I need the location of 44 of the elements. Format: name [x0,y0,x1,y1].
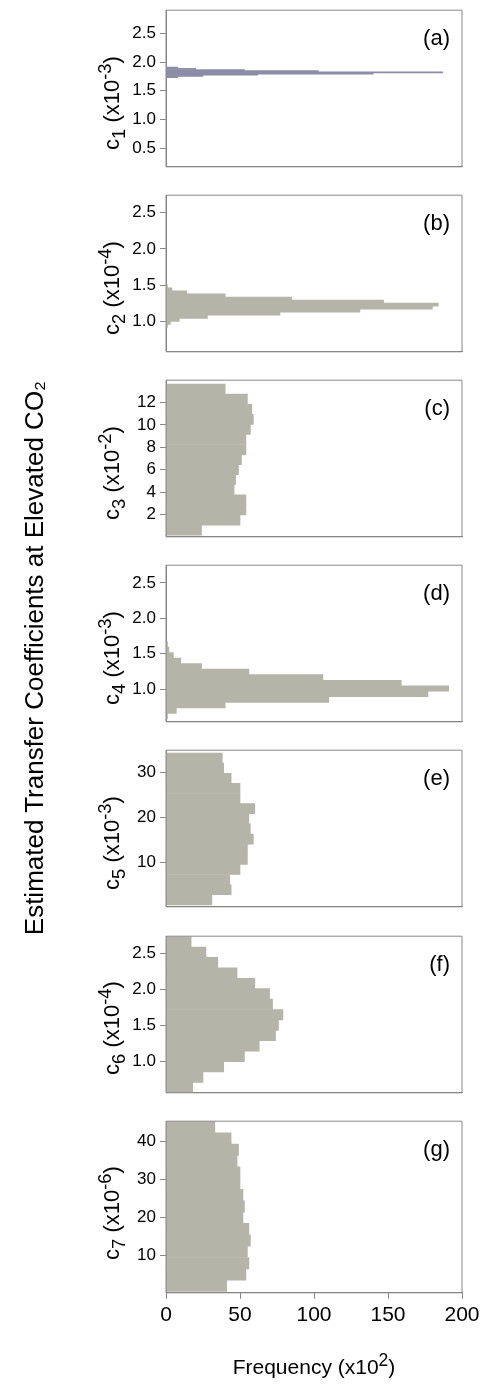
y-tick-label: 1.5 [132,643,156,663]
y-tick-label: 2.0 [132,608,156,628]
y-tick-label: 4 [146,481,156,501]
text: (f) [429,950,450,976]
text: (c) [424,395,450,421]
y-tick-label: 1.5 [132,80,156,100]
y-tick-label: 20 [137,1206,156,1226]
y-tick-label: 1.5 [132,274,156,294]
x-tick-label: 200 [444,1301,480,1325]
y-tick-label: 1.0 [132,310,156,330]
y-tick-label: 1.0 [132,109,156,129]
x-axis-title: Frequency (x10$^{2}$) [232,1350,396,1379]
y-tick-label: 1.0 [132,679,156,699]
y-tick-label: 2.0 [132,978,156,998]
x-tick-label: 50 [228,1301,252,1325]
y-tick-label: 30 [137,1168,156,1188]
y-tick-label: 40 [137,1130,156,1150]
x-tick-label: 100 [296,1301,332,1325]
y-tick-label: 2.5 [132,572,156,592]
y-tick-label: 1.0 [132,1050,156,1070]
x-tick-label: 150 [370,1301,406,1325]
text: (g) [423,1135,450,1161]
y-tick-label: 1.5 [132,1014,156,1034]
y-tick-label: 2.5 [132,22,156,42]
y-tick-label: 6 [146,459,156,479]
text: (e) [423,765,450,791]
y-tick-label: 2.0 [132,238,156,258]
y-tick-label: 2 [146,504,156,524]
y-tick-label: 20 [137,807,156,827]
y-tick-label: 2.5 [132,202,156,222]
text: Estimated Transfer Coefficients at Elevated CO₂ [18,380,50,936]
y-tick-label: 2.5 [132,942,156,962]
y-tick-label: 8 [146,437,156,457]
text: (b) [423,210,450,236]
x-tick-label: 0 [160,1301,172,1325]
y-tick-label: 10 [137,1244,156,1264]
y-tick-label: 30 [137,762,156,782]
y-tick-label: 0.5 [132,137,156,157]
y-tick-label: 12 [137,392,156,412]
text: (a) [423,25,450,51]
y-tick-label: 2.0 [132,51,156,71]
text: (d) [423,580,450,606]
y-tick-label: 10 [137,414,156,434]
y-tick-label: 10 [137,852,156,872]
